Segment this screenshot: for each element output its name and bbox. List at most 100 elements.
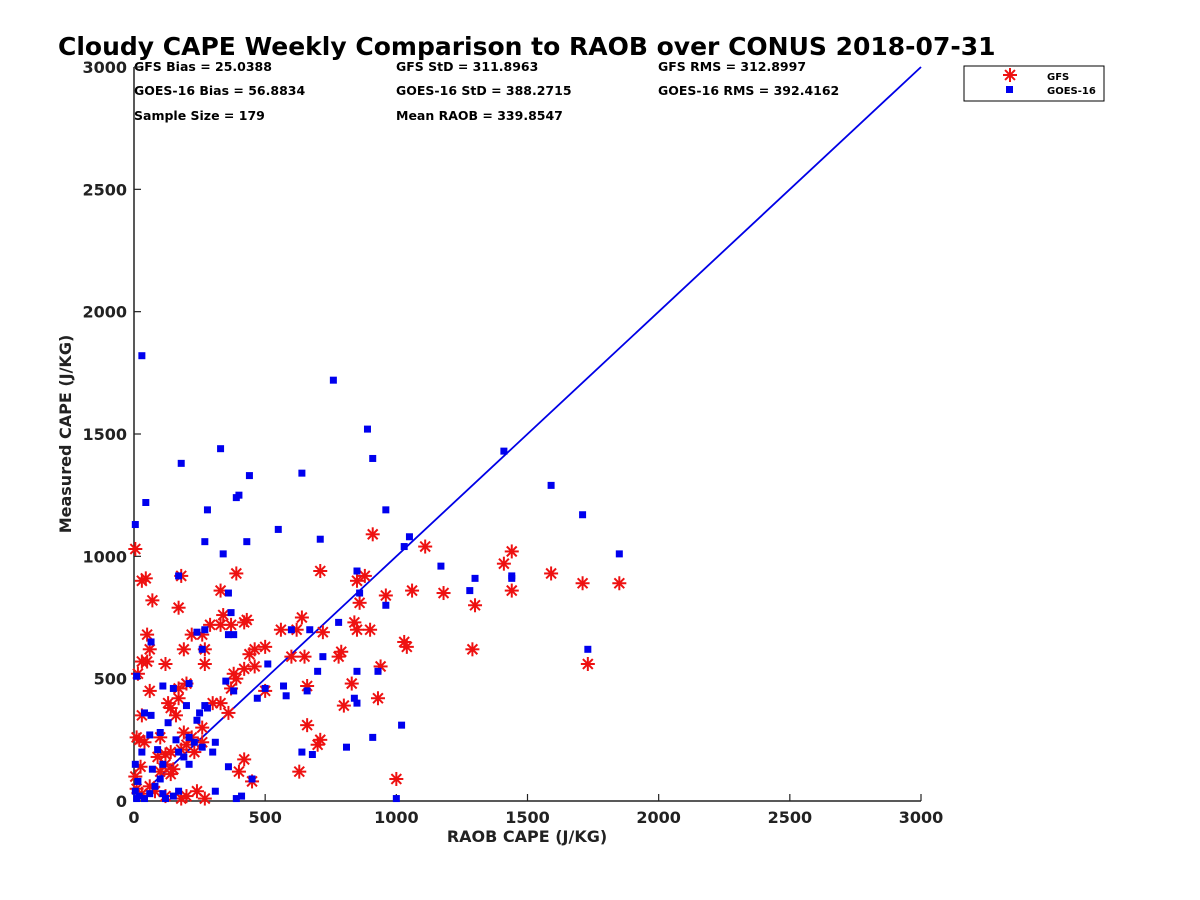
- goes16-point: [466, 587, 474, 595]
- data-points: [128, 352, 627, 806]
- gfs-point: [399, 639, 414, 654]
- goes16-point: [138, 352, 146, 360]
- y-tick-label: 3000: [82, 58, 127, 77]
- goes16-point: [230, 687, 238, 695]
- gfs-point: [363, 622, 378, 637]
- asterisk-stroke: [133, 734, 145, 746]
- asterisk-stroke: [351, 575, 363, 587]
- goes16-point: [146, 731, 154, 739]
- y-axis-label: Measured CAPE (J/KG): [56, 335, 75, 534]
- goes16-std: GOES-16 StD = 388.2715: [396, 83, 572, 98]
- gfs-point: [300, 718, 315, 733]
- asterisk-stroke: [259, 641, 271, 653]
- gfs-point: [187, 745, 202, 760]
- gfs-point: [297, 649, 312, 664]
- asterisk-stroke: [199, 792, 211, 805]
- asterisk-stroke: [466, 643, 479, 655]
- asterisk-stroke: [338, 699, 350, 712]
- gfs-point: [142, 642, 157, 657]
- gfs-point: [357, 568, 372, 583]
- asterisk-stroke: [437, 587, 450, 599]
- asterisk-stroke: [401, 641, 413, 653]
- x-tick-label: 2000: [636, 808, 681, 827]
- goes16-point: [306, 626, 314, 634]
- gfs-point: [292, 764, 307, 779]
- goes16-point: [353, 567, 361, 575]
- gfs-point: [465, 642, 480, 657]
- gfs-point: [436, 586, 451, 601]
- gfs-point: [189, 784, 204, 799]
- asterisk-stroke: [285, 650, 298, 663]
- goes16-point: [500, 447, 508, 455]
- goes16-point: [154, 746, 162, 754]
- asterisk-stroke: [301, 719, 313, 731]
- asterisk-stroke: [298, 650, 311, 663]
- gfs-point: [237, 661, 252, 676]
- goes16-point: [282, 692, 290, 700]
- asterisk-stroke: [230, 673, 242, 685]
- goes16-point: [508, 574, 516, 582]
- goes16-point: [405, 533, 413, 541]
- asterisk-stroke: [144, 643, 156, 655]
- asterisk-stroke: [582, 658, 594, 670]
- asterisk-stroke: [191, 785, 203, 797]
- legend: GFS GOES-16: [963, 65, 1105, 102]
- goes16-point: [280, 682, 288, 690]
- goes16-point: [382, 506, 390, 514]
- asterisk-stroke: [178, 726, 190, 739]
- asterisk-stroke: [199, 658, 211, 670]
- x-tick-label: 3000: [899, 808, 944, 827]
- goes16-point: [353, 667, 361, 675]
- gfs-point: [336, 698, 351, 713]
- asterisk-stroke: [275, 624, 287, 636]
- x-tick-label: 1500: [505, 808, 550, 827]
- goes16-point: [264, 660, 272, 668]
- goes16-point: [382, 601, 390, 609]
- goes16-point: [363, 425, 371, 433]
- goes16-point: [131, 760, 139, 768]
- goes16-point: [274, 525, 282, 533]
- goes16-point: [172, 736, 180, 744]
- gfs-point: [140, 654, 155, 669]
- goes16-point: [138, 748, 146, 756]
- gfs-point: [138, 571, 153, 586]
- goes16-point: [169, 792, 177, 800]
- goes16-point: [142, 499, 150, 507]
- asterisk-stroke: [217, 609, 229, 621]
- asterisk-stroke: [170, 709, 182, 722]
- goes16-point: [303, 687, 311, 695]
- asterisk-stroke: [364, 624, 376, 636]
- gfs-point: [612, 576, 627, 591]
- gfs-point: [237, 752, 252, 767]
- gfs-point: [313, 732, 328, 747]
- asterisk-stroke: [228, 668, 240, 680]
- goes16-point: [148, 765, 156, 773]
- goes16-point: [316, 535, 324, 543]
- gfs-point: [313, 564, 328, 579]
- gfs-point: [158, 656, 173, 671]
- goes16-point: [147, 711, 155, 719]
- goes16-point: [238, 792, 246, 800]
- x-tick-label: 2500: [768, 808, 813, 827]
- goes16-point: [131, 521, 139, 529]
- goes16-point: [159, 682, 167, 690]
- goes16-point: [175, 748, 183, 756]
- goes16-point: [245, 472, 253, 480]
- gfs-point: [504, 544, 519, 559]
- goes16-point: [392, 795, 400, 803]
- gfs-std: GFS StD = 311.8963: [396, 59, 538, 74]
- goes16-point: [224, 631, 232, 639]
- gfs-point: [229, 566, 244, 581]
- asterisk-stroke: [188, 746, 200, 758]
- goes16-point: [211, 787, 219, 795]
- asterisk-stroke: [390, 773, 402, 785]
- goes16-point: [159, 790, 167, 798]
- goes16-point: [615, 550, 623, 558]
- goes16-point: [169, 684, 177, 692]
- gfs-point: [580, 656, 595, 671]
- gfs-point: [168, 708, 183, 723]
- legend-goes16-label: GOES-16: [1047, 86, 1096, 97]
- goes16-point: [224, 589, 232, 597]
- gfs-point: [179, 789, 194, 804]
- asterisk-stroke: [140, 572, 152, 585]
